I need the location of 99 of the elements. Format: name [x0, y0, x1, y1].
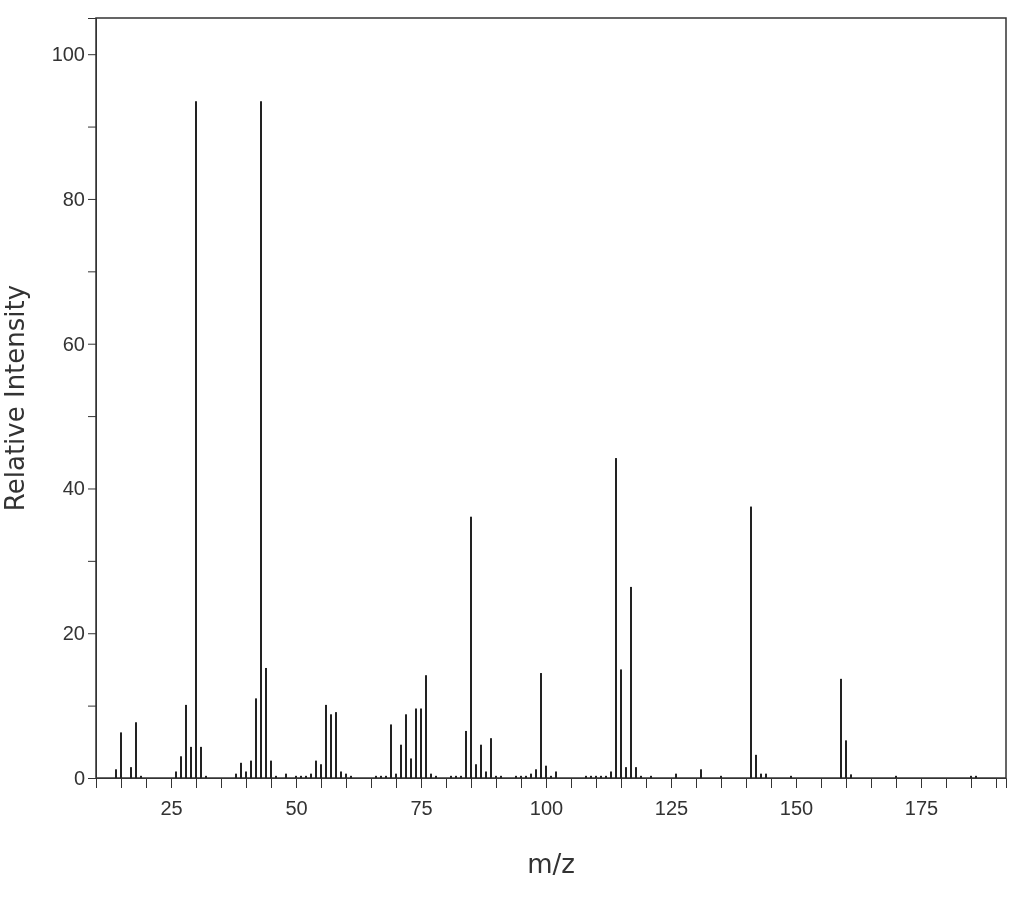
bar [300, 775, 302, 778]
x-tick-label: 25 [160, 797, 183, 819]
bar [325, 704, 327, 778]
bar [340, 771, 342, 778]
bar [485, 771, 487, 778]
bar [435, 775, 437, 778]
bar [115, 769, 117, 778]
bar [625, 767, 627, 778]
bar [630, 586, 632, 778]
bar [460, 775, 462, 778]
x-tick-label: 75 [410, 797, 433, 819]
bar [275, 775, 277, 778]
x-axis-title: m/z [527, 849, 575, 879]
bar [120, 732, 122, 778]
bar [650, 775, 652, 778]
bar [895, 775, 897, 778]
bar [750, 506, 752, 778]
y-tick-label: 60 [62, 332, 85, 355]
bar [545, 765, 547, 778]
x-tick-label: 50 [285, 797, 308, 819]
bar [595, 775, 597, 778]
bar [135, 722, 137, 778]
bar [755, 754, 757, 778]
bar [330, 714, 332, 778]
bar [540, 673, 542, 778]
bar [590, 775, 592, 778]
bar [380, 775, 382, 778]
bar [490, 738, 492, 778]
bar [265, 667, 267, 778]
y-tick-label: 20 [62, 622, 85, 645]
bar [615, 458, 617, 778]
bar [130, 767, 132, 778]
bar [790, 775, 792, 778]
bar [420, 708, 422, 778]
bar [700, 769, 702, 778]
bar [260, 101, 262, 778]
bar [410, 758, 412, 778]
bar [385, 775, 387, 778]
bar [475, 764, 477, 778]
bar [245, 771, 247, 778]
bar [640, 775, 642, 778]
bar [975, 775, 977, 778]
y-tick-label: 0 [73, 766, 85, 789]
bar [600, 775, 602, 778]
bar [515, 775, 517, 778]
bar [450, 775, 452, 778]
bar [295, 775, 297, 778]
bar [415, 708, 417, 778]
bar [495, 775, 497, 778]
bar [315, 760, 317, 778]
bar [850, 774, 852, 778]
y-tick-label: 80 [62, 187, 85, 210]
bar [500, 775, 502, 778]
bar [635, 767, 637, 778]
bar [195, 101, 197, 778]
bar [175, 771, 177, 778]
bar [405, 714, 407, 778]
bar [250, 760, 252, 778]
bar [845, 740, 847, 778]
bar [205, 775, 207, 778]
bar [535, 769, 537, 778]
bar [605, 775, 607, 778]
bar [470, 516, 472, 778]
bar [970, 775, 972, 778]
bar [190, 746, 192, 778]
bar [255, 698, 257, 778]
bar [610, 771, 612, 778]
bar [270, 760, 272, 778]
bar [200, 746, 202, 778]
bar [375, 775, 377, 778]
x-tick-label: 100 [529, 797, 564, 819]
bar [390, 724, 392, 778]
bar [320, 764, 322, 778]
bar [465, 730, 467, 778]
bar [525, 775, 527, 778]
bar [555, 771, 557, 778]
bar [140, 775, 142, 778]
bar [455, 775, 457, 778]
bar [425, 675, 427, 778]
bar [350, 775, 352, 778]
bar [400, 744, 402, 778]
bar [240, 762, 242, 778]
bar [720, 775, 722, 778]
bar [185, 704, 187, 778]
bar [480, 744, 482, 778]
bar [620, 669, 622, 778]
x-tick-label: 150 [779, 797, 814, 819]
x-tick-label: 125 [654, 797, 689, 819]
bar [180, 756, 182, 778]
x-tick-label: 175 [904, 797, 939, 819]
bar [305, 775, 307, 778]
y-tick-label: 100 [51, 43, 85, 66]
bar [585, 775, 587, 778]
y-axis-title: Relative Intensity [0, 284, 30, 512]
bar [520, 775, 522, 778]
bar [550, 775, 552, 778]
y-tick-label: 40 [62, 477, 85, 500]
bar [335, 712, 337, 778]
bar [840, 678, 842, 778]
